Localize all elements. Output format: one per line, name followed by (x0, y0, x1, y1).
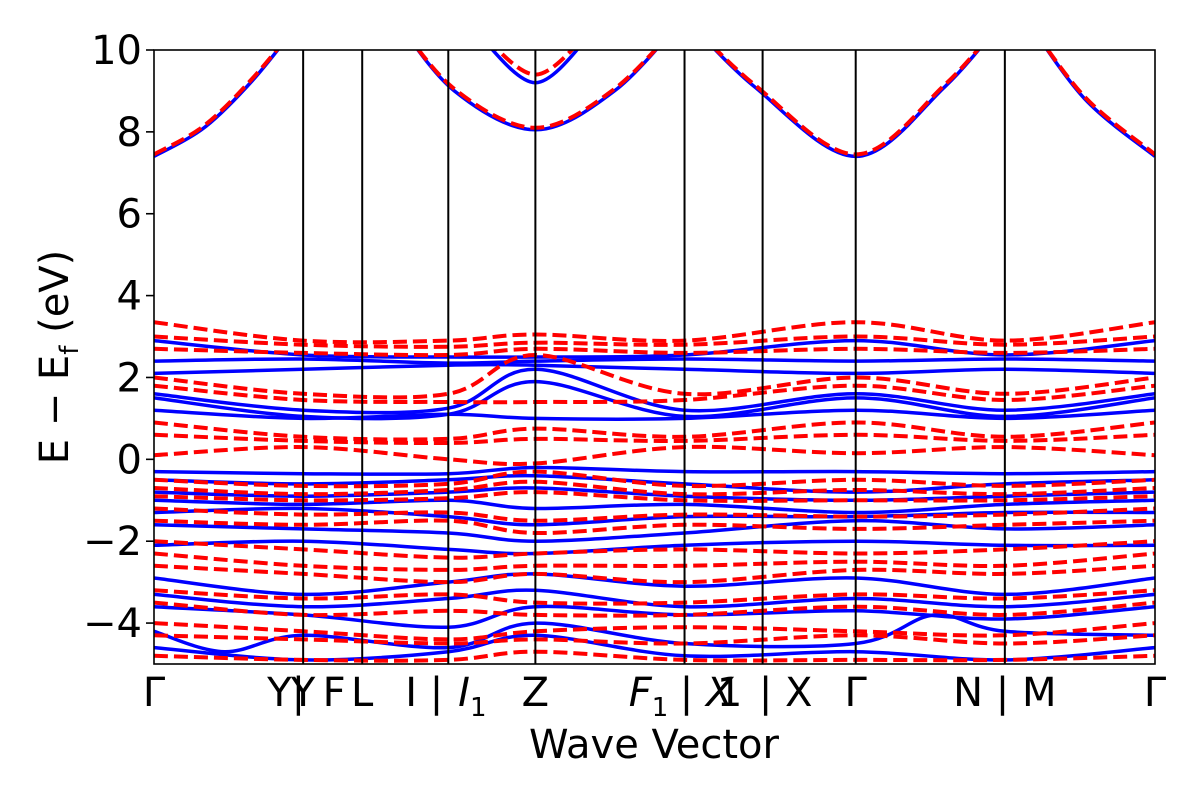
dashed-bands (154, 50, 1155, 663)
dashed-band-21 (154, 588, 1155, 606)
x-tick-label: L (351, 670, 374, 716)
dashed-band-8 (154, 353, 1155, 400)
x-tick-label: F1 (629, 670, 669, 723)
dashed-band-3 (713, 50, 981, 157)
dashed-band-16 (154, 506, 1155, 523)
dashed-band-18 (154, 539, 1155, 560)
dashed-band-19 (154, 551, 1155, 572)
solid-band-12 (154, 473, 1155, 494)
x-tick-label: F (323, 670, 346, 716)
solid-band-17 (154, 539, 1155, 556)
dashed-band-20 (154, 563, 1155, 585)
y-axis-title-main: E − E (32, 355, 78, 465)
solid-band-16 (154, 518, 1155, 543)
solid-band-10 (154, 408, 1155, 421)
solid-band-14 (154, 498, 1155, 515)
x-tick-label: Γ (845, 670, 868, 716)
dashed-band-5 (154, 320, 1155, 345)
y-tick-label: 4 (117, 274, 142, 320)
x-tick-label: 1 (717, 670, 742, 716)
plot-area (153, 49, 1156, 665)
y-tick-label: −2 (83, 519, 142, 565)
plot-frame (153, 49, 1156, 665)
x-tick-label: | X (759, 670, 813, 716)
x-tick-label: Y| (266, 670, 305, 716)
dashed-band-11 (154, 432, 1155, 446)
x-tick-label: | X (680, 670, 735, 716)
solid-band-3 (713, 50, 981, 159)
solid-band-7 (154, 362, 1155, 376)
solid-bands (154, 50, 1155, 662)
x-tick-label: I | (405, 670, 443, 716)
solid-band-0 (154, 50, 280, 158)
dashed-band-10 (154, 420, 1155, 442)
dashed-band-13 (154, 469, 1155, 489)
x-axis-title: Wave Vector (529, 722, 780, 768)
dashed-band-6 (154, 334, 1155, 349)
x-tick-label: Γ (143, 670, 166, 716)
y-tick-label: 6 (117, 192, 142, 238)
y-axis-title-unit: (eV) (32, 250, 78, 333)
solid-band-6 (154, 357, 1155, 365)
x-tick-label: Y (290, 670, 316, 716)
high-symmetry-lines (302, 50, 1006, 664)
solid-band-5 (154, 338, 1155, 359)
x-tick-label: Z (522, 670, 549, 716)
dashed-band-12 (154, 444, 1155, 467)
dashed-band-17 (154, 518, 1155, 536)
solid-band-8 (154, 367, 1155, 415)
solid-band-11 (154, 465, 1155, 476)
dashed-band-14 (154, 479, 1155, 497)
y-axis-title: E − Ef (eV) (32, 250, 85, 465)
y-axis-ticks: −4 −2 0 2 4 6 8 10 (83, 28, 154, 647)
dashed-band-9 (154, 383, 1155, 405)
solid-band-19 (154, 588, 1155, 609)
dashed-band-0 (154, 50, 280, 157)
dashed-band-4 (1045, 50, 1155, 156)
dashed-band-24 (154, 633, 1155, 646)
solid-band-15 (154, 506, 1155, 527)
y-axis-title-sub: f (55, 345, 85, 355)
y-tick-label: 0 (117, 437, 142, 483)
dashed-band-22 (154, 600, 1155, 618)
solid-band-18 (154, 572, 1155, 597)
y-tick-label: 8 (117, 110, 142, 156)
y-tick-label: 10 (91, 28, 142, 74)
dashed-band-25 (154, 649, 1155, 663)
solid-band-2 (490, 50, 580, 85)
y-tick-label: −4 (83, 601, 142, 647)
dashed-band-7 (154, 346, 1155, 358)
dashed-band-15 (154, 490, 1155, 503)
y-tick-label: 2 (117, 355, 142, 401)
solid-band-4 (1045, 50, 1155, 158)
x-tick-label: Γ (1144, 670, 1167, 716)
y-axis-title-space (32, 333, 78, 346)
x-tick-label: N | M (953, 670, 1056, 716)
x-tick-label: I1 (458, 670, 486, 723)
dashed-band-23 (154, 621, 1155, 642)
